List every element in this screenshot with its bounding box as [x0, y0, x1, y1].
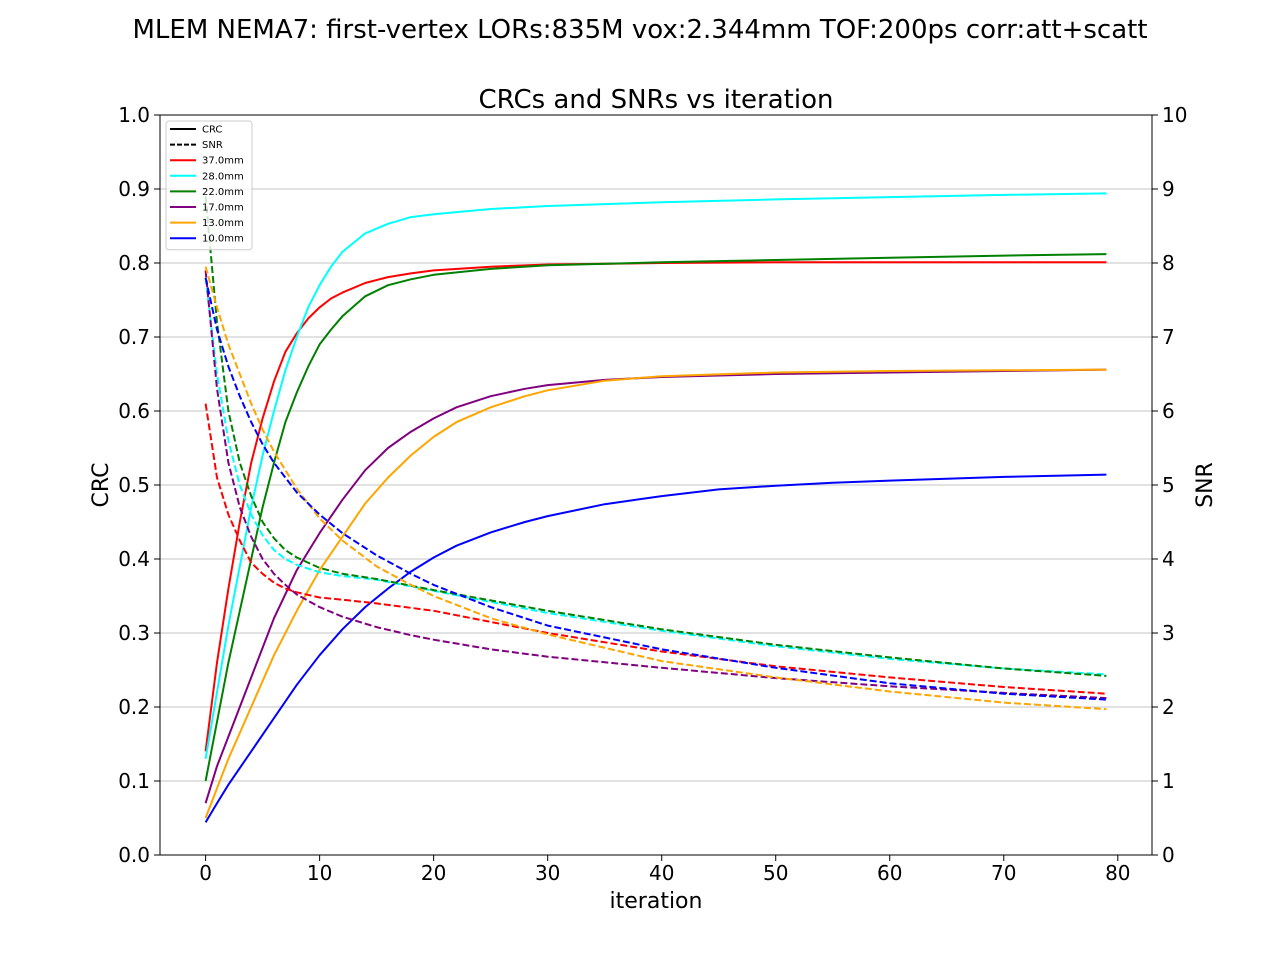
y2-tick-label: 1 — [1162, 769, 1175, 793]
series-lines — [204, 192, 1107, 823]
y2-axis-label: SNR — [1193, 462, 1218, 508]
y-tick-label: 0.7 — [118, 325, 150, 349]
legend-label: SNR — [202, 140, 223, 151]
series-snr-37-0mm — [204, 403, 1107, 695]
y-tick-label: 1.0 — [118, 103, 150, 127]
series-crc-28-0mm — [204, 192, 1107, 759]
x-tick-label: 70 — [991, 861, 1016, 885]
x-axis-ticks: 0 10 20 30 40 50 60 70 80 — [199, 855, 1131, 885]
y-tick-label: 0.2 — [118, 695, 150, 719]
y-axis-label: CRC — [89, 463, 114, 508]
series-snr-28-0mm — [204, 277, 1107, 676]
y2-tick-label: 10 — [1162, 103, 1187, 127]
y-tick-label: 0.0 — [118, 843, 150, 867]
legend-label: 10.0mm — [202, 234, 244, 245]
series-crc-13-0mm — [204, 368, 1107, 819]
y2-tick-label: 5 — [1162, 473, 1175, 497]
y-tick-label: 0.8 — [118, 251, 150, 275]
series-crc-17-0mm — [204, 368, 1107, 804]
x-tick-label: 20 — [421, 861, 446, 885]
series-snr-13-0mm — [204, 266, 1107, 711]
legend: CRC SNR 37.0mm 28.0mm 22.0mm 17.0mm 13.0mm 10.0… — [165, 120, 253, 251]
figure-suptitle: MLEM NEMA7: first-vertex LORs:835M vox:2… — [132, 15, 1147, 45]
legend-label: 17.0mm — [202, 203, 244, 214]
x-tick-label: 30 — [535, 861, 560, 885]
legend-label: 13.0mm — [202, 218, 244, 229]
y2-tick-label: 4 — [1162, 547, 1175, 571]
y2-tick-label: 3 — [1162, 621, 1175, 645]
x-tick-label: 50 — [763, 861, 788, 885]
x-tick-label: 80 — [1105, 861, 1130, 885]
y2-tick-label: 9 — [1162, 177, 1175, 201]
y-tick-label: 0.4 — [118, 547, 150, 571]
legend-label: 22.0mm — [202, 187, 244, 198]
x-tick-label: 40 — [649, 861, 674, 885]
legend-box — [165, 120, 253, 251]
y-axis-ticks: 0.0 0.1 0.2 0.3 0.4 0.5 0.6 0.7 0.8 0.9 1.0 — [118, 103, 160, 867]
chart-title: CRCs and SNRs vs iteration — [479, 85, 834, 115]
y-tick-label: 0.5 — [118, 473, 150, 497]
x-tick-label: 60 — [877, 861, 902, 885]
y2-tick-label: 7 — [1162, 325, 1175, 349]
y-tick-label: 0.3 — [118, 621, 150, 645]
y-tick-label: 0.9 — [118, 177, 150, 201]
y2-tick-label: 8 — [1162, 251, 1175, 275]
y2-tick-label: 0 — [1162, 843, 1175, 867]
legend-label: 28.0mm — [202, 171, 244, 182]
y2-tick-label: 6 — [1162, 399, 1175, 423]
y-tick-label: 0.6 — [118, 399, 150, 423]
series-snr-10-0mm — [204, 277, 1107, 701]
y2-tick-label: 2 — [1162, 695, 1175, 719]
y-tick-label: 0.1 — [118, 769, 150, 793]
legend-label: 37.0mm — [202, 156, 244, 167]
x-tick-label: 0 — [199, 861, 212, 885]
series-crc-22-0mm — [204, 253, 1107, 782]
series-snr-17-0mm — [204, 270, 1107, 700]
x-tick-label: 10 — [307, 861, 332, 885]
series-crc-10-0mm — [204, 473, 1107, 823]
y2-axis-ticks: 0 1 2 3 4 5 6 7 8 9 10 — [1152, 103, 1187, 867]
legend-label: CRC — [202, 125, 222, 136]
series-snr-22-0mm — [204, 196, 1107, 677]
x-axis-label: iteration — [610, 889, 703, 914]
